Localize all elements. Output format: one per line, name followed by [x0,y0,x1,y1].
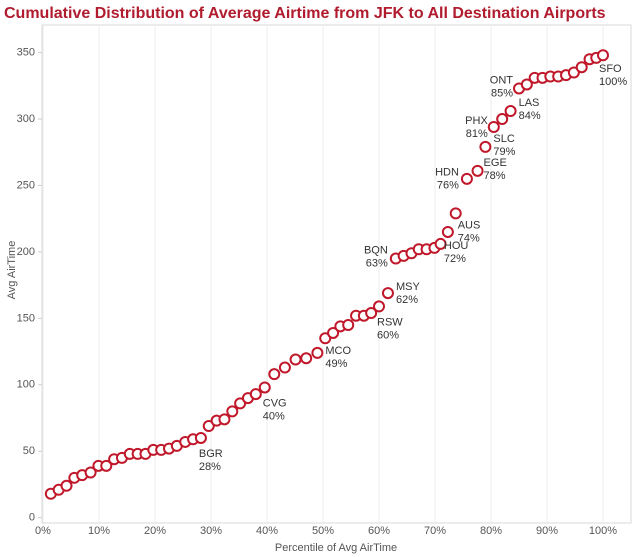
chart-title: Cumulative Distribution of Average Airti… [4,5,606,22]
x-tick-label: 70% [424,525,446,537]
data-point [278,361,291,374]
data-point [487,120,500,133]
data-point [567,66,580,79]
point-percentile-label: 74% [458,232,480,244]
point-percentile-label: 72% [444,253,466,265]
data-point [60,479,73,492]
data-point [327,326,340,339]
data-point [100,459,113,472]
point-label: HDN [435,167,459,179]
data-point [575,61,588,74]
data-point [202,419,215,432]
point-label: ONT [490,74,514,86]
y-tick-label: 250 [17,179,35,191]
data-point [194,431,207,444]
data-point [289,353,302,366]
y-tick-label: 200 [17,246,35,258]
point-percentile-label: 79% [493,146,515,158]
data-point [319,332,332,345]
point-label: AUS [458,219,481,231]
data-point [460,172,473,185]
data-point [449,207,462,220]
y-tick-label: 100 [17,379,35,391]
x-tick-label: 80% [480,525,502,537]
point-label: SLC [493,133,514,145]
point-label: MSY [396,281,421,293]
data-point [234,397,247,410]
data-point [434,237,447,250]
x-tick-label: 20% [144,525,166,537]
data-point [218,413,231,426]
point-percentile-label: 49% [325,358,347,370]
x-tick-label: 90% [536,525,558,537]
data-point [268,368,281,381]
data-point [479,140,492,153]
point-label: HOU [444,240,469,252]
data-point [84,466,97,479]
point-percentile-label: 40% [263,410,285,422]
data-point [249,388,262,401]
point-percentile-label: 85% [491,87,513,99]
data-point [311,346,324,359]
x-tick-label: 10% [88,525,110,537]
point-percentile-label: 100% [599,76,627,88]
x-tick-label: 0% [35,525,51,537]
point-label: BQN [364,244,388,256]
y-tick-label: 350 [17,46,35,58]
point-percentile-label: 28% [199,461,221,473]
data-point [226,405,239,418]
data-point [300,352,313,365]
data-point [381,287,394,300]
point-label: BGR [199,448,223,460]
point-percentile-label: 63% [366,257,388,269]
point-label: MCO [325,345,351,357]
x-tick-label: 30% [200,525,222,537]
point-label: RSW [377,316,403,328]
point-percentile-label: 60% [377,329,399,341]
data-point [342,318,355,331]
point-label: LAS [519,97,540,109]
point-label: EGE [484,157,507,169]
data-point [441,225,454,238]
y-tick-label: 0 [29,512,35,524]
y-tick-label: 300 [17,113,35,125]
data-point [258,381,271,394]
x-tick-label: 60% [368,525,390,537]
data-point [520,78,533,91]
x-tick-label: 50% [312,525,334,537]
plot-frame [41,24,632,524]
x-tick-label: 100% [589,525,617,537]
point-percentile-label: 84% [519,110,541,122]
data-point [496,113,509,126]
x-tick-label: 40% [256,525,278,537]
point-label: CVG [263,397,287,409]
y-tick-label: 50 [23,445,35,457]
point-label: PHX [465,115,488,127]
data-point [365,307,378,320]
data-point [504,105,517,118]
x-axis-title: Percentile of Avg AirTime [275,542,397,554]
data-point [471,164,484,177]
point-percentile-label: 62% [396,294,418,306]
point-label: SFO [599,63,622,75]
point-percentile-label: 78% [484,170,506,182]
point-percentile-label: 76% [437,180,459,192]
y-axis-title: Avg AirTime [6,241,18,300]
point-percentile-label: 81% [466,128,488,140]
data-point [597,49,609,62]
y-tick-label: 150 [17,312,35,324]
data-point [373,300,385,313]
